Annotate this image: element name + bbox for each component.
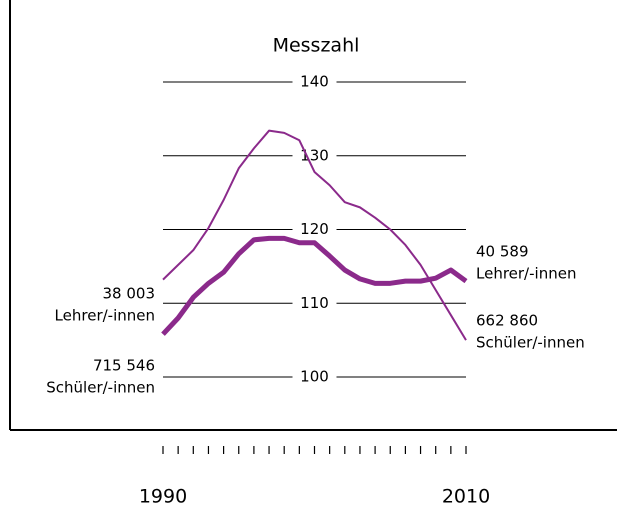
annotation-number: 715 546 — [93, 357, 155, 375]
annotation-number: 662 860 — [476, 312, 538, 330]
label-bg — [292, 220, 337, 239]
chart-title: Messzahl — [273, 35, 360, 57]
annotation-number: 38 003 — [103, 285, 156, 303]
label-bg — [292, 368, 337, 386]
y-tick-label: 100 — [300, 368, 329, 386]
y-tick-label: 120 — [300, 220, 329, 238]
annotation-number: 40 589 — [476, 243, 529, 261]
y-tick-label: 110 — [300, 294, 329, 312]
x-tick-label: 1990 — [139, 486, 187, 508]
annotation-label: Lehrer/-innen — [55, 307, 155, 325]
annotation-label: Schüler/-innen — [46, 379, 155, 397]
x-tick-label: 2010 — [442, 486, 490, 508]
label-bg — [292, 294, 337, 313]
y-tick-label: 130 — [300, 146, 329, 164]
annotation-label: Schüler/-innen — [476, 334, 585, 352]
series-line — [161, 235, 468, 336]
series-line — [162, 129, 467, 341]
label-bg — [292, 73, 337, 91]
y-tick-label: 140 — [300, 73, 329, 91]
annotation-label: Lehrer/-innen — [476, 265, 576, 283]
